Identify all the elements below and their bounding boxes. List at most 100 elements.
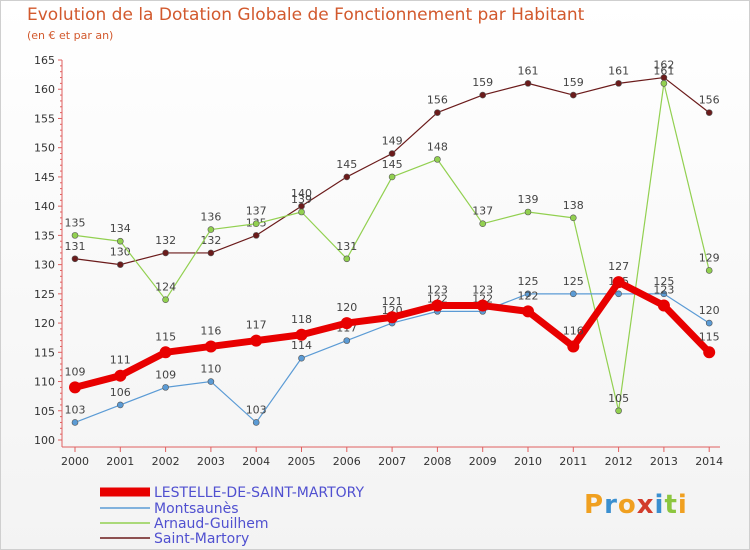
data-label: 138 (563, 199, 584, 212)
data-point (252, 232, 260, 239)
data-label: 149 (382, 135, 403, 148)
data-label: 116 (563, 324, 584, 337)
logo-letter: i (677, 490, 688, 520)
data-label: 115 (155, 330, 176, 343)
data-label: 121 (382, 295, 403, 308)
data-point (343, 255, 351, 263)
data-point (569, 214, 577, 222)
data-label: 139 (518, 193, 539, 206)
data-label: 127 (608, 260, 629, 273)
data-point (705, 267, 713, 274)
series-line (74, 82, 710, 412)
data-point (117, 401, 124, 409)
data-point (612, 276, 625, 289)
y-tick-label: 140 (34, 200, 55, 213)
data-label: 111 (110, 354, 131, 367)
data-label: 109 (65, 365, 86, 378)
y-tick-label: 155 (34, 112, 55, 125)
data-point (569, 91, 577, 99)
data-point (162, 384, 169, 391)
x-tick-label: 2008 (423, 455, 451, 468)
data-point (71, 419, 79, 426)
data-point (207, 249, 215, 257)
y-tick-label: 110 (34, 376, 55, 389)
data-point (705, 109, 713, 116)
data-label: 114 (291, 339, 312, 352)
data-point (567, 340, 580, 353)
y-tick-label: 165 (34, 54, 55, 67)
data-label: 120 (336, 301, 357, 314)
data-point (615, 290, 622, 298)
data-label: 116 (200, 324, 221, 337)
x-tick-label: 2006 (333, 455, 361, 468)
x-tick-label: 2009 (469, 455, 497, 468)
y-tick-label: 120 (34, 317, 55, 330)
data-point (114, 369, 127, 382)
x-tick-label: 2002 (152, 455, 180, 468)
data-label: 103 (246, 403, 267, 416)
data-point (705, 319, 713, 327)
x-tick-label: 2004 (242, 455, 270, 468)
x-tick-label: 2007 (378, 455, 406, 468)
data-label: 134 (110, 222, 131, 235)
data-label: 124 (155, 281, 176, 294)
logo-letter: P (584, 490, 605, 520)
data-point (615, 407, 622, 415)
data-label: 148 (427, 140, 448, 153)
data-label: 110 (200, 363, 221, 376)
y-tick-label: 115 (34, 346, 55, 359)
data-label: 125 (518, 275, 539, 288)
data-label: 120 (699, 304, 720, 317)
data-point (615, 80, 622, 87)
data-point (524, 208, 532, 216)
data-point (386, 311, 399, 324)
data-point (298, 208, 305, 216)
data-point (117, 261, 124, 268)
data-label: 156 (699, 94, 720, 107)
data-point (388, 150, 396, 157)
data-label: 161 (518, 64, 539, 77)
data-point (162, 296, 169, 303)
data-label: 123 (653, 284, 674, 297)
legend-label: LESTELLE-DE-SAINT-MARTORY (154, 485, 365, 501)
logo-letter: t (664, 490, 678, 520)
data-label: 118 (291, 313, 312, 326)
data-label: 129 (699, 251, 720, 264)
data-point (343, 337, 351, 344)
data-point (479, 220, 487, 227)
data-point (298, 354, 305, 362)
data-label: 159 (472, 76, 493, 89)
data-point (204, 340, 217, 353)
data-point (434, 156, 441, 163)
logo-letter: o (617, 490, 637, 520)
data-point (660, 80, 668, 87)
data-point (159, 346, 172, 359)
chart-title: Evolution de la Dotation Globale de Fonc… (27, 5, 585, 25)
y-tick-label: 100 (34, 434, 55, 447)
legend-label: Montsaunès (154, 501, 239, 517)
data-point (522, 305, 534, 318)
x-tick-label: 2012 (605, 455, 633, 468)
data-label: 162 (653, 59, 674, 72)
x-tick-label: 2003 (197, 455, 225, 468)
data-label: 131 (336, 240, 357, 253)
data-label: 137 (472, 205, 493, 218)
data-point (252, 419, 260, 426)
y-tick-label: 125 (34, 288, 55, 301)
data-label: 159 (563, 76, 584, 89)
data-point (343, 173, 351, 181)
legend-label: Saint-Martory (154, 531, 249, 547)
data-label: 130 (110, 246, 131, 259)
y-tick-label: 150 (34, 142, 55, 155)
x-tick-label: 2014 (695, 455, 723, 468)
data-label: 145 (336, 158, 357, 171)
data-point (295, 328, 308, 341)
data-point (657, 299, 670, 312)
data-label: 105 (608, 392, 629, 405)
proxiti-logo: Proxiti (584, 490, 688, 520)
logo-letter: r (604, 490, 618, 520)
logo-letter: x (636, 490, 655, 520)
data-point (476, 299, 489, 312)
